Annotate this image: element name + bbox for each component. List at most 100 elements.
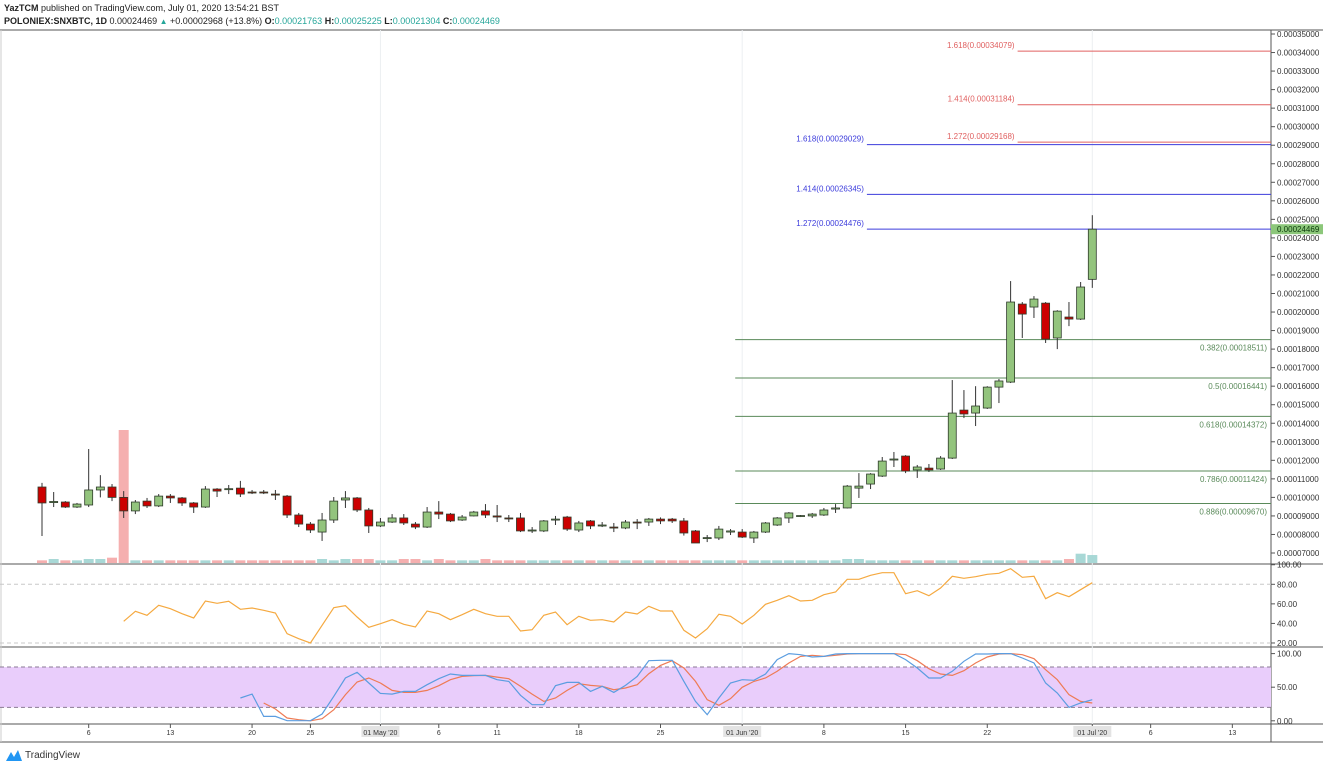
candle-down[interactable]: [691, 530, 700, 544]
time-tick-label: 18: [575, 730, 583, 737]
candle-up[interactable]: [224, 488, 234, 491]
candle-up[interactable]: [457, 516, 467, 521]
candle-up[interactable]: [329, 500, 339, 521]
candle-up[interactable]: [994, 380, 1004, 388]
candle-down[interactable]: [516, 517, 525, 532]
candle-down[interactable]: [282, 495, 292, 516]
candle-up[interactable]: [714, 528, 724, 539]
candle-down[interactable]: [1017, 303, 1027, 315]
candle-down[interactable]: [586, 520, 595, 527]
price-tick-label: 0.00031000: [1277, 104, 1320, 113]
volume-bar: [713, 560, 724, 563]
candle-down[interactable]: [481, 510, 490, 516]
candle-up[interactable]: [971, 405, 980, 414]
candle-up[interactable]: [831, 507, 840, 510]
candle-down[interactable]: [364, 509, 374, 527]
candle-down[interactable]: [562, 516, 572, 530]
candle-up[interactable]: [912, 466, 922, 471]
author-name[interactable]: YazTCM: [4, 3, 39, 13]
candle-up[interactable]: [200, 488, 210, 508]
candle-up[interactable]: [1087, 228, 1097, 280]
candle-up[interactable]: [936, 457, 945, 470]
candle-up[interactable]: [341, 497, 350, 501]
candle-up[interactable]: [749, 531, 759, 539]
candle-up[interactable]: [1006, 301, 1016, 383]
candle-down[interactable]: [609, 526, 619, 529]
candle-down[interactable]: [247, 491, 257, 494]
candle-up[interactable]: [49, 501, 59, 503]
candle-up[interactable]: [469, 511, 479, 517]
candle-down[interactable]: [107, 486, 117, 498]
candle-up[interactable]: [154, 495, 164, 507]
candle-up[interactable]: [772, 517, 782, 526]
candle-up[interactable]: [842, 485, 852, 509]
candle-down[interactable]: [434, 511, 444, 515]
candle-up[interactable]: [947, 412, 957, 459]
candle-down[interactable]: [1064, 316, 1074, 320]
candle-up[interactable]: [982, 386, 992, 409]
candle-down[interactable]: [959, 409, 969, 415]
candle-up[interactable]: [317, 519, 327, 533]
candle-up[interactable]: [597, 524, 607, 527]
candle-down[interactable]: [679, 520, 689, 534]
candle-down[interactable]: [737, 531, 747, 538]
candle-up[interactable]: [761, 522, 770, 533]
candle-down[interactable]: [270, 493, 280, 496]
candle-down[interactable]: [352, 497, 362, 511]
volume-bar: [923, 560, 934, 563]
candle-up[interactable]: [854, 485, 864, 489]
candle-down[interactable]: [165, 495, 175, 499]
candle-down[interactable]: [235, 487, 245, 495]
volume-bar: [247, 560, 258, 563]
candle-up[interactable]: [796, 515, 805, 517]
candle-down[interactable]: [399, 517, 409, 524]
candle-up[interactable]: [551, 518, 560, 521]
candle-down[interactable]: [446, 513, 455, 522]
candle-up[interactable]: [539, 520, 549, 532]
candle-down[interactable]: [189, 502, 199, 508]
candle-up[interactable]: [644, 518, 654, 523]
candle-up[interactable]: [84, 489, 94, 506]
candle-down[interactable]: [411, 523, 420, 528]
candle-up[interactable]: [807, 513, 817, 517]
candle-up[interactable]: [130, 501, 140, 512]
candle-up[interactable]: [72, 503, 82, 508]
candle-up[interactable]: [621, 521, 630, 529]
candle-down[interactable]: [901, 455, 910, 472]
candle-up[interactable]: [376, 521, 385, 527]
candle-up[interactable]: [889, 458, 899, 461]
candle-down[interactable]: [294, 514, 304, 525]
candle-down[interactable]: [1041, 302, 1051, 340]
candle-up[interactable]: [877, 460, 887, 477]
candle-down[interactable]: [177, 497, 187, 504]
candle-down[interactable]: [119, 496, 129, 512]
candle-down[interactable]: [142, 500, 152, 507]
candle-up[interactable]: [1076, 286, 1086, 320]
candle-up[interactable]: [527, 529, 537, 532]
candle-up[interactable]: [819, 509, 829, 516]
candle-up[interactable]: [422, 511, 432, 528]
candle-up[interactable]: [702, 537, 712, 540]
candle-down[interactable]: [37, 486, 47, 504]
candle-up[interactable]: [866, 473, 875, 485]
candle-up[interactable]: [1029, 298, 1039, 308]
candle-up[interactable]: [784, 512, 794, 519]
candle-down[interactable]: [492, 515, 502, 518]
candle-up[interactable]: [574, 522, 584, 531]
candle-up[interactable]: [95, 486, 105, 491]
candle-down[interactable]: [504, 517, 514, 520]
candle-down[interactable]: [632, 521, 642, 524]
tradingview-logo[interactable]: TradingView: [6, 749, 80, 761]
candle-down[interactable]: [306, 523, 315, 531]
candle-up[interactable]: [726, 530, 735, 533]
candle-down[interactable]: [667, 518, 677, 522]
candle-down[interactable]: [60, 501, 70, 508]
candle-up[interactable]: [387, 517, 397, 523]
volume-bar: [48, 559, 59, 563]
candle-down[interactable]: [656, 518, 665, 522]
candle-down[interactable]: [212, 488, 222, 492]
candle-down[interactable]: [924, 467, 934, 471]
candle-up[interactable]: [1052, 310, 1062, 339]
candle-down[interactable]: [259, 491, 269, 494]
